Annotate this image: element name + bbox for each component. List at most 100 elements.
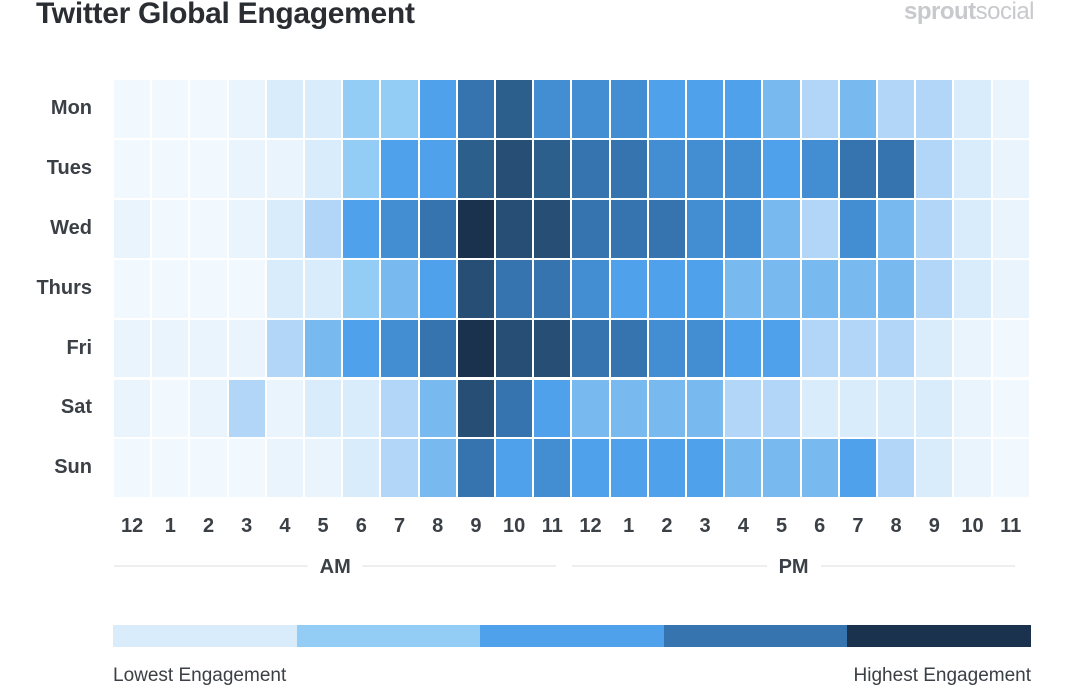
heatmap-cell bbox=[343, 439, 380, 498]
column-label: 3 bbox=[241, 515, 253, 537]
heatmap-cell bbox=[381, 259, 418, 318]
heatmap-cell bbox=[534, 439, 571, 498]
heatmap-cell bbox=[992, 80, 1029, 138]
heatmap-cell bbox=[648, 379, 685, 438]
heatmap-cell bbox=[572, 199, 609, 258]
heatmap-cell bbox=[648, 199, 685, 258]
heatmap-cell bbox=[801, 199, 838, 258]
heatmap-cell bbox=[687, 259, 724, 318]
legend-swatch bbox=[296, 625, 481, 647]
heatmap-cell bbox=[992, 259, 1029, 318]
heatmap-cell bbox=[496, 379, 533, 438]
heatmap-cell bbox=[457, 259, 494, 318]
heatmap-cell bbox=[648, 319, 685, 378]
heatmap-cell bbox=[725, 199, 762, 258]
brand-logo-bold: sprout bbox=[903, 0, 976, 25]
heatmap-cell bbox=[343, 319, 380, 378]
heatmap-cell bbox=[381, 199, 418, 258]
heatmap-cell bbox=[725, 80, 762, 138]
column-label: 10 bbox=[961, 515, 984, 537]
heatmap-cell bbox=[610, 259, 647, 318]
brand-logo: sproutsocial bbox=[903, 0, 1035, 28]
legend-swatch bbox=[113, 625, 297, 647]
heatmap-cell bbox=[687, 199, 724, 258]
heatmap-cell bbox=[648, 80, 685, 138]
heatmap-cell bbox=[687, 80, 724, 138]
column-label: 10 bbox=[502, 515, 526, 537]
heatmap-cell bbox=[916, 439, 953, 498]
heatmap-cell bbox=[114, 439, 151, 498]
row-label-mon: Mon bbox=[50, 96, 92, 119]
heatmap-cell bbox=[763, 259, 800, 318]
column-label: 4 bbox=[737, 515, 749, 537]
heatmap-cell bbox=[152, 259, 189, 318]
heatmap-cell bbox=[419, 139, 456, 198]
heatmap-cell bbox=[572, 259, 609, 318]
heatmap-cell bbox=[190, 80, 227, 138]
heatmap-cell bbox=[954, 319, 991, 378]
heatmap-cell bbox=[839, 80, 876, 138]
heatmap-cell bbox=[381, 80, 418, 138]
heatmap-cell bbox=[496, 80, 533, 138]
heatmap-cell bbox=[114, 199, 151, 258]
heatmap-cell bbox=[687, 439, 724, 498]
heatmap-cell bbox=[916, 319, 953, 378]
heatmap-cell bbox=[801, 439, 838, 498]
heatmap-cell bbox=[114, 319, 151, 378]
heatmap-cell bbox=[190, 379, 227, 438]
row-label-sun: Sun bbox=[54, 456, 92, 479]
legend-swatch bbox=[847, 625, 1031, 647]
heatmap-cell bbox=[572, 80, 609, 138]
heatmap-cell bbox=[343, 379, 380, 438]
heatmap-cell bbox=[534, 80, 571, 138]
heatmap-cell bbox=[152, 199, 189, 258]
heatmap-cell bbox=[878, 379, 915, 438]
heatmap-cell bbox=[954, 139, 991, 198]
column-label: 5 bbox=[317, 515, 329, 537]
heatmap-cell bbox=[878, 199, 915, 258]
column-label: 9 bbox=[928, 515, 940, 537]
heatmap-cell bbox=[534, 199, 571, 258]
heatmap-cell bbox=[763, 319, 800, 378]
heatmap-cell bbox=[687, 319, 724, 378]
heatmap-cell bbox=[763, 199, 800, 258]
column-label: 6 bbox=[814, 515, 826, 537]
heatmap-cell bbox=[152, 80, 189, 138]
heatmap-cell bbox=[114, 80, 151, 138]
legend-high-label: Highest Engagement bbox=[853, 665, 1031, 686]
heatmap-cell bbox=[190, 259, 227, 318]
heatmap-cell bbox=[839, 199, 876, 258]
heatmap-cell bbox=[878, 139, 915, 198]
heatmap-cell bbox=[878, 319, 915, 378]
heatmap-cell bbox=[228, 319, 265, 378]
heatmap-cell bbox=[763, 439, 800, 498]
heatmap-cell bbox=[419, 199, 456, 258]
heatmap-cell bbox=[228, 379, 265, 438]
heatmap-cell bbox=[190, 139, 227, 198]
heatmap-cell bbox=[954, 199, 991, 258]
column-label: 8 bbox=[432, 515, 444, 537]
heatmap-cell bbox=[610, 80, 647, 138]
heatmap-cell bbox=[419, 379, 456, 438]
heatmap-cell bbox=[419, 80, 456, 138]
chart-title: Twitter Global Engagement bbox=[36, 0, 415, 30]
column-label: 12 bbox=[120, 515, 144, 537]
heatmap-cell bbox=[992, 139, 1029, 198]
heatmap-cell bbox=[534, 379, 571, 438]
heatmap-cell bbox=[839, 139, 876, 198]
heatmap-cell bbox=[725, 259, 762, 318]
heatmap-cell bbox=[190, 439, 227, 498]
heatmap-cell bbox=[992, 379, 1029, 438]
heatmap-cell bbox=[419, 439, 456, 498]
heatmap-cell bbox=[916, 139, 953, 198]
heatmap-cell bbox=[457, 80, 494, 138]
heatmap-cell bbox=[457, 319, 494, 378]
heatmap-cell bbox=[610, 319, 647, 378]
heatmap-cell bbox=[457, 199, 494, 258]
heatmap-cell bbox=[228, 199, 265, 258]
column-label: 7 bbox=[393, 515, 406, 537]
heatmap-cell bbox=[419, 259, 456, 318]
row-label-thurs: Thurs bbox=[36, 276, 92, 299]
heatmap-cell bbox=[801, 379, 838, 438]
heatmap-cell bbox=[496, 139, 533, 198]
